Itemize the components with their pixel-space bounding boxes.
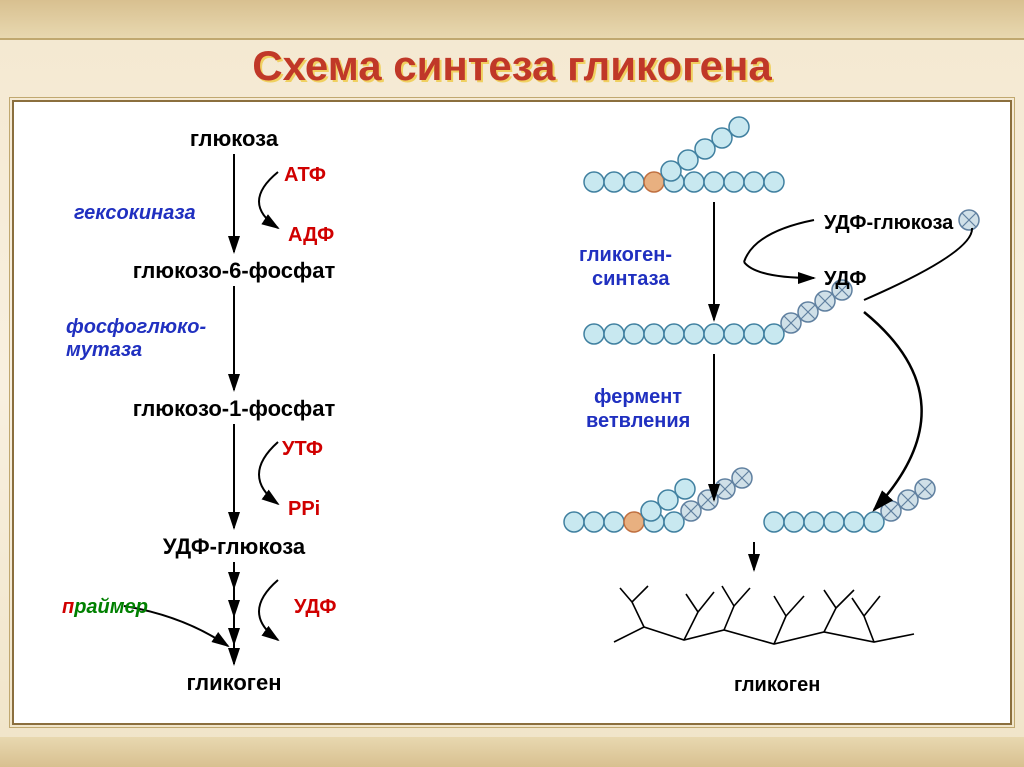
page-title: Схема синтеза гликогена: [0, 42, 1024, 90]
cofactor-out: PPi: [288, 498, 320, 521]
cofactor-in: АТФ: [284, 164, 326, 187]
pathway-node: глюкоза: [190, 126, 278, 152]
cofactor-out: АДФ: [288, 224, 334, 247]
right-label: УДФ: [824, 268, 866, 291]
pathway-node: УДФ-глюкоза: [163, 534, 305, 560]
cofactor-in: УТФ: [282, 438, 323, 461]
cofactor-out: УДФ: [294, 596, 336, 619]
pathway-node: гликоген: [187, 670, 282, 696]
right-label: синтаза: [592, 268, 669, 291]
right-label: УДФ-глюкоза: [824, 212, 953, 235]
right-label: фермент: [594, 386, 682, 409]
enzyme-label: фосфоглюко-мутаза: [66, 316, 206, 362]
right-label: гликоген-: [579, 244, 672, 267]
right-label: ветвления: [586, 410, 690, 433]
enzyme-label: праймер: [62, 596, 148, 619]
right-label: гликоген: [734, 674, 820, 697]
diagram-panel: глюкоза глюкозо-6-фосфат глюкозо-1-фосфат У…: [12, 100, 1012, 725]
enzyme-label: гексокиназа: [74, 202, 196, 225]
pathway-node: глюкозо-6-фосфат: [133, 258, 336, 284]
pathway-node: глюкозо-1-фосфат: [133, 396, 336, 422]
